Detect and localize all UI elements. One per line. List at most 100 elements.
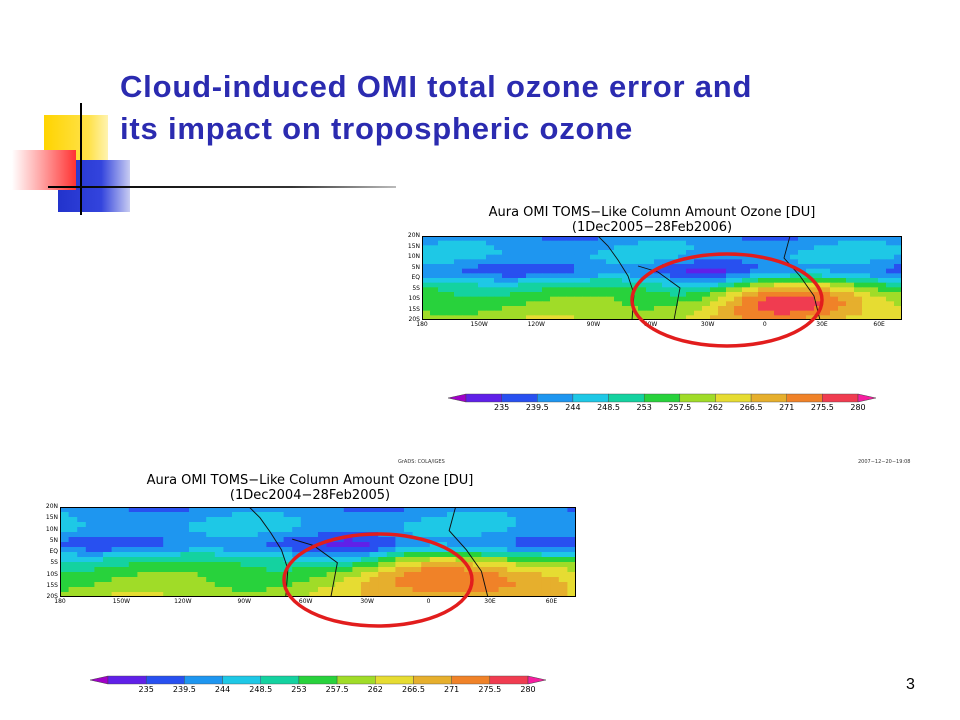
map-cell: [404, 562, 414, 568]
map-cell: [662, 240, 671, 246]
map-cell: [486, 236, 495, 242]
map-cell: [886, 292, 895, 298]
map-cell: [654, 245, 663, 251]
map-cell: [214, 567, 224, 573]
map-cell: [790, 245, 799, 251]
map-cell: [180, 567, 190, 573]
map-cell: [854, 273, 863, 279]
map-cell: [862, 292, 871, 298]
map-cell: [654, 292, 663, 298]
map-cell: [702, 315, 711, 320]
map-cell: [678, 240, 687, 246]
map-cell: [189, 592, 199, 597]
map-cell: [622, 264, 631, 270]
map-cell: [386, 587, 396, 593]
map-cell: [386, 542, 396, 548]
map-cell: [447, 507, 457, 513]
map-cell: [507, 562, 517, 568]
map-cell: [854, 315, 863, 320]
map-cell: [85, 567, 95, 573]
map-cell: [137, 572, 147, 578]
map-cell: [146, 572, 156, 578]
map-cell: [478, 254, 487, 260]
map-cell: [163, 582, 173, 588]
map-cell: [558, 301, 567, 307]
map-cell: [533, 542, 543, 548]
map-cell: [534, 315, 543, 320]
map-cell: [515, 537, 525, 543]
map-cell: [550, 296, 559, 302]
map-cell: [369, 542, 379, 548]
map-cell: [369, 587, 379, 593]
map-cell: [790, 315, 799, 320]
map-cell: [710, 254, 719, 260]
map-cell: [60, 587, 70, 593]
map-cell: [507, 522, 517, 528]
map-cell: [481, 572, 491, 578]
map-cell: [654, 301, 663, 307]
map-cell: [590, 301, 599, 307]
map-cell: [180, 557, 190, 563]
map-cell: [533, 567, 543, 573]
map-cell: [318, 532, 328, 538]
lon-label: 60E: [873, 321, 885, 328]
map-cell: [742, 250, 751, 256]
map-cell: [189, 557, 199, 563]
map-cell: [515, 572, 525, 578]
map-cell: [886, 273, 895, 279]
map-cell: [481, 552, 491, 558]
map-cell: [85, 552, 95, 558]
map-cell: [447, 542, 457, 548]
map-cell: [257, 567, 267, 573]
map-cell: [726, 282, 735, 288]
map-cell: [478, 315, 487, 320]
map-cell: [838, 301, 847, 307]
map-cell: [214, 572, 224, 578]
map-cell: [94, 577, 104, 583]
map-cell: [257, 587, 267, 593]
map-cell: [533, 587, 543, 593]
map-cell: [558, 552, 568, 558]
map-cell: [438, 259, 447, 265]
map-cell: [206, 517, 216, 523]
map-cell: [686, 259, 695, 265]
map-cell: [790, 254, 799, 260]
map-cell: [300, 512, 310, 518]
map-cell: [638, 287, 647, 293]
map-cell: [470, 250, 479, 256]
map-cell: [678, 287, 687, 293]
scale-tick-label: 266.5: [402, 685, 425, 694]
lat-label: 10N: [45, 525, 58, 533]
map-cell: [223, 517, 233, 523]
map-cell: [638, 315, 647, 320]
map-cell: [678, 268, 687, 274]
map-cell: [206, 582, 216, 588]
map-cell: [662, 254, 671, 260]
map-cell: [510, 301, 519, 307]
map-cell: [750, 245, 759, 251]
map-cell: [472, 572, 482, 578]
scale-segment: [750, 393, 787, 403]
map-cell: [326, 572, 336, 578]
map-cell: [566, 245, 575, 251]
map-cell: [614, 250, 623, 256]
map-cell: [464, 552, 474, 558]
map-cell: [343, 542, 353, 548]
map-cell: [470, 236, 479, 242]
map-cell: [154, 517, 164, 523]
map-cell: [498, 577, 508, 583]
map-cell: [494, 287, 503, 293]
map-cell: [120, 582, 130, 588]
map-cell: [878, 301, 887, 307]
map-cell: [455, 587, 465, 593]
highlight-circle-2006: [630, 252, 824, 348]
map-cell: [718, 273, 727, 279]
grads-credit: GrADS: COLA/IGES: [398, 459, 445, 465]
map-cell: [806, 240, 815, 246]
map-cell: [171, 507, 181, 513]
map-cell: [886, 301, 895, 307]
map-cell: [542, 278, 551, 284]
map-cell: [472, 547, 482, 553]
map-cell: [486, 273, 495, 279]
map-cell: [472, 582, 482, 588]
